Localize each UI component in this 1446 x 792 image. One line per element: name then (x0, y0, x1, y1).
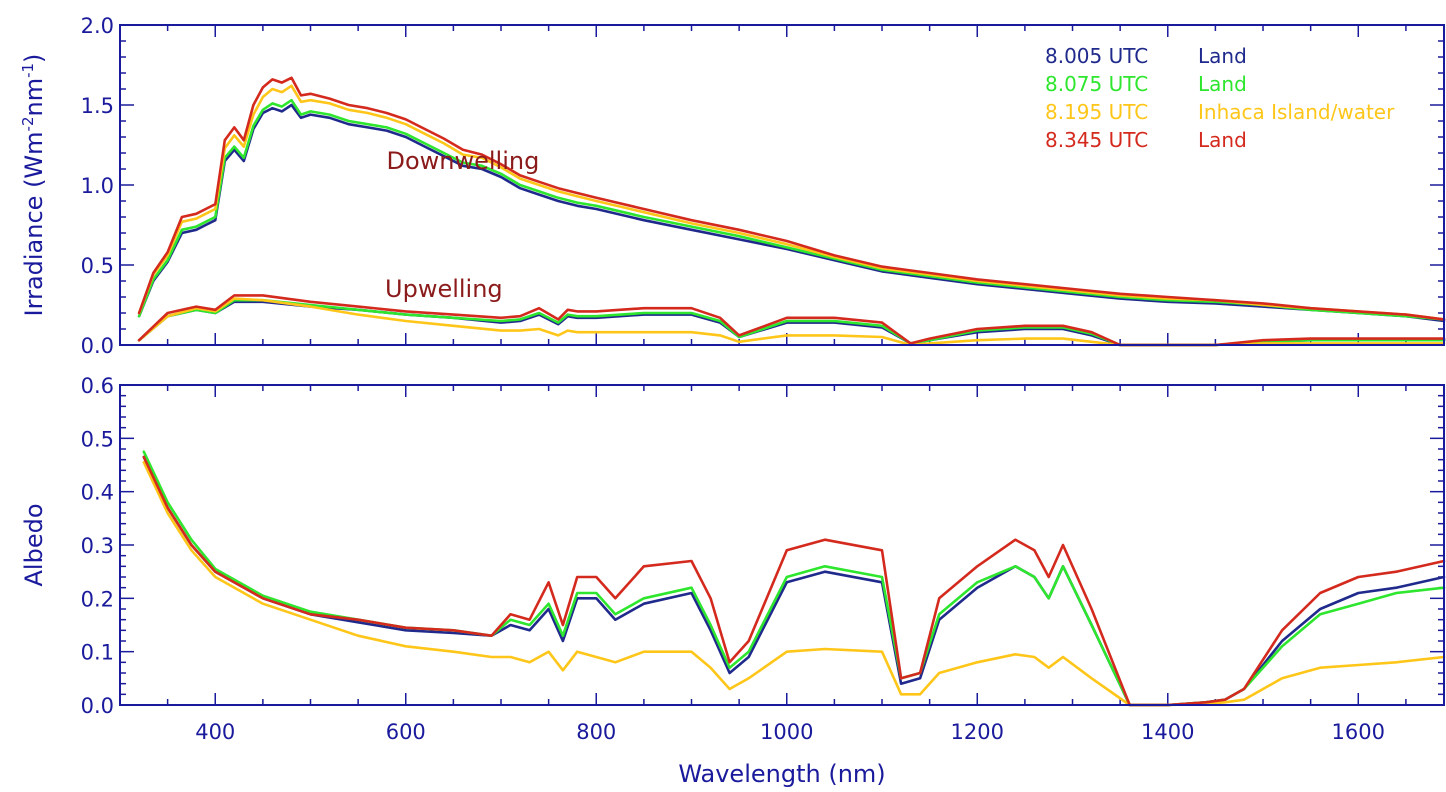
albedo-y-tick-label-0-2: 0.2 (81, 587, 114, 611)
albedo-y-tick-label-0-4: 0.4 (81, 481, 114, 505)
irradiance-y-tick-label-0-0: 0.0 (81, 334, 114, 358)
legend-surface-1: Land (1198, 44, 1247, 68)
legend-time-3: 8.195 UTC (1045, 100, 1148, 124)
albedo-ticks: 400 600 800 1000 1200 1400 1600 0.0 0.1 0.2 0.3 0.4… (81, 374, 1444, 744)
legend-surface-3: Inhaca Island/water (1198, 100, 1395, 124)
irradiance-plot-frame (119, 24, 1445, 346)
x-tick-label-400: 400 (195, 720, 235, 744)
irradiance-axis-title: Irradiance (Wm-2nm-1) (19, 54, 48, 317)
downwelling-series-2 (137, 98, 1446, 321)
x-tick-label-1600: 1600 (1332, 720, 1385, 744)
irradiance-y-tick-label-1-5: 1.5 (81, 94, 114, 118)
downwelling-series-3 (137, 84, 1446, 321)
wavelength-axis-title: Wavelength (nm) (678, 760, 885, 788)
irradiance-ticks: 0.0 0.5 1.0 1.5 2.0 (81, 14, 1444, 358)
x-tick-label-1400: 1400 (1141, 720, 1194, 744)
irradiance-axis-title-sup2: -1 (19, 63, 37, 78)
x-tick-label-800: 800 (576, 720, 616, 744)
irradiance-annotations: Downwelling Upwelling (385, 147, 539, 303)
irradiance-y-tick-label-0-5: 0.5 (81, 254, 114, 278)
albedo-series-3 (142, 461, 1446, 707)
irradiance-axis-title-mid: nm (20, 78, 48, 117)
irradiance-y-tick-label-2-0: 2.0 (81, 14, 114, 38)
albedo-series-2 (142, 450, 1446, 707)
legend-time-4: 8.345 UTC (1045, 128, 1148, 152)
albedo-panel: 400 600 800 1000 1200 1400 1600 0.0 0.1 0.2 0.3 0.4… (20, 374, 1446, 788)
irradiance-axis-title-end: ) (20, 54, 48, 63)
irradiance-panel: 0.0 0.5 1.0 1.5 2.0 Irradiance (Wm-2nm-1) Do… (19, 14, 1446, 358)
legend-time-2: 8.075 UTC (1045, 72, 1148, 96)
downwelling-series-1 (137, 103, 1446, 323)
albedo-y-tick-label-0-6: 0.6 (81, 374, 114, 398)
x-tick-label-1200: 1200 (951, 720, 1004, 744)
legend-surface-2: Land (1198, 72, 1247, 96)
albedo-series (142, 450, 1446, 707)
downwelling-series-4 (137, 76, 1446, 321)
albedo-plot-frame (119, 384, 1445, 706)
irradiance-axis-title-main: Irradiance (Wm (20, 131, 48, 316)
irradiance-y-tick-label-1-0: 1.0 (81, 174, 114, 198)
albedo-axis-title: Albedo (20, 503, 48, 586)
legend-surface-4: Land (1198, 128, 1247, 152)
albedo-series-1 (142, 455, 1446, 707)
x-tick-label-600: 600 (386, 720, 426, 744)
legend: 8.005 UTC Land 8.075 UTC Land 8.195 UTC Inhac… (1045, 44, 1395, 152)
irradiance-axis-title-sup1: -2 (19, 116, 37, 131)
x-tick-label-1000: 1000 (760, 720, 813, 744)
albedo-y-tick-label-0-0: 0.0 (81, 694, 114, 718)
annotation-upwelling: Upwelling (385, 275, 503, 303)
annotation-downwelling: Downwelling (386, 147, 539, 175)
irradiance-series (137, 76, 1446, 347)
albedo-y-tick-label-0-1: 0.1 (81, 641, 114, 665)
albedo-y-tick-label-0-5: 0.5 (81, 427, 114, 451)
legend-time-1: 8.005 UTC (1045, 44, 1148, 68)
albedo-y-tick-label-0-3: 0.3 (81, 534, 114, 558)
albedo-series-4 (142, 455, 1446, 707)
